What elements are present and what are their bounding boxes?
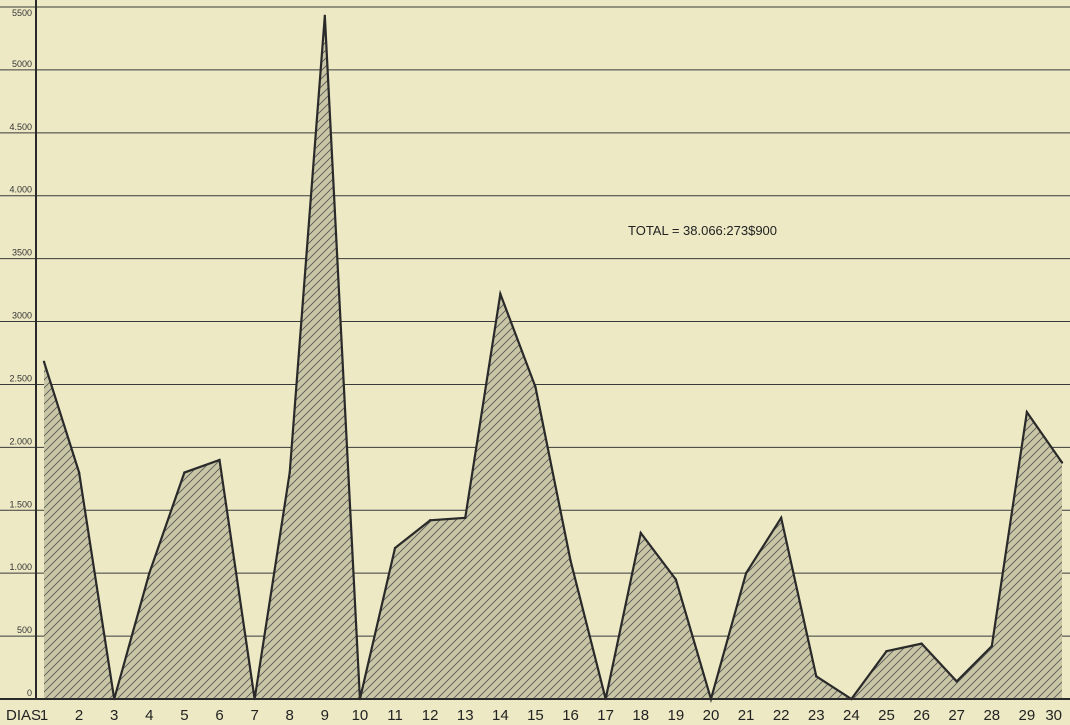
x-tick-label: 2 — [75, 707, 83, 724]
data-point — [815, 675, 818, 678]
data-point — [920, 642, 923, 645]
x-tick-label: 5 — [180, 707, 188, 724]
y-tick-label: 1.000 — [9, 562, 32, 572]
total-annotation: TOTAL = 38.066:273$900 — [628, 223, 777, 238]
x-tick-label: 19 — [668, 707, 685, 724]
data-point — [955, 680, 958, 683]
y-tick-label: 5500 — [12, 8, 32, 18]
x-tick-label: 13 — [457, 707, 474, 724]
data-point — [77, 471, 81, 474]
data-point — [148, 571, 151, 575]
x-tick-label: 3 — [110, 707, 118, 724]
y-tick-label: 4.500 — [9, 122, 32, 132]
data-point — [569, 559, 572, 562]
x-tick-label: 1 — [40, 707, 48, 724]
x-tick-label: 30 — [1045, 707, 1062, 724]
x-axis-ticks: 1 2 3 4 5 6 7 8 9 10 11 12 13 14 15 16 17 18 19 20 21 22 23 24 2… — [40, 707, 1062, 724]
x-tick-label: 26 — [913, 707, 930, 724]
y-tick-label: 4.000 — [9, 185, 32, 195]
x-tick-label: 27 — [948, 707, 965, 724]
data-point — [218, 458, 221, 462]
y-tick-label: 1.500 — [9, 499, 32, 509]
area-fill — [44, 15, 1062, 700]
data-point — [393, 546, 397, 550]
x-tick-label: 6 — [215, 707, 223, 724]
data-point — [428, 519, 432, 522]
x-tick-label: 22 — [773, 707, 790, 724]
x-tick-label: 14 — [492, 707, 509, 724]
data-point — [42, 360, 46, 364]
y-tick-label: 500 — [17, 625, 32, 635]
data-point — [885, 649, 888, 653]
data-point — [990, 644, 993, 648]
x-tick-label: 4 — [145, 707, 153, 724]
x-tick-label: 10 — [352, 707, 369, 724]
data-point — [534, 385, 537, 389]
x-tick-label: 12 — [422, 707, 439, 724]
data-point — [744, 571, 748, 575]
area-series — [42, 14, 1064, 703]
x-tick-label: 24 — [843, 707, 860, 724]
y-tick-label: 3500 — [12, 248, 32, 258]
data-point — [779, 516, 783, 520]
x-tick-label: 16 — [562, 707, 579, 724]
data-point — [1060, 461, 1064, 464]
data-point — [183, 471, 186, 474]
x-tick-label: 8 — [286, 707, 294, 724]
axes — [0, 0, 1070, 700]
data-point — [499, 292, 502, 296]
y-tick-label: 3000 — [12, 311, 32, 321]
data-point — [639, 531, 642, 535]
y-tick-label: 2.500 — [9, 373, 32, 383]
x-tick-label: 15 — [527, 707, 544, 724]
x-tick-label: 20 — [703, 707, 720, 724]
x-tick-label: 21 — [738, 707, 755, 724]
x-tick-label: 29 — [1019, 707, 1036, 724]
x-tick-label: 11 — [387, 707, 403, 724]
x-tick-label: 28 — [983, 707, 1000, 724]
y-tick-label: 5000 — [12, 59, 32, 69]
x-axis-label: DIAS — [6, 707, 41, 724]
x-tick-label: 9 — [321, 707, 329, 724]
data-point — [323, 14, 327, 18]
x-tick-label: 17 — [597, 707, 614, 724]
y-axis-ticks: 0 500 1.000 1.500 2.000 2.500 3000 3500 4.000 4.5… — [9, 8, 32, 698]
x-tick-label: 23 — [808, 707, 825, 724]
x-tick-label: 25 — [878, 707, 895, 724]
y-tick-label: 0 — [27, 688, 32, 698]
series-line — [42, 15, 1063, 703]
data-point — [464, 516, 467, 520]
data-point — [288, 471, 291, 474]
x-tick-label: 7 — [250, 707, 258, 724]
y-tick-label: 2.000 — [9, 436, 32, 446]
data-point — [1025, 410, 1029, 414]
data-point — [674, 578, 678, 581]
x-tick-label: 18 — [632, 707, 649, 724]
